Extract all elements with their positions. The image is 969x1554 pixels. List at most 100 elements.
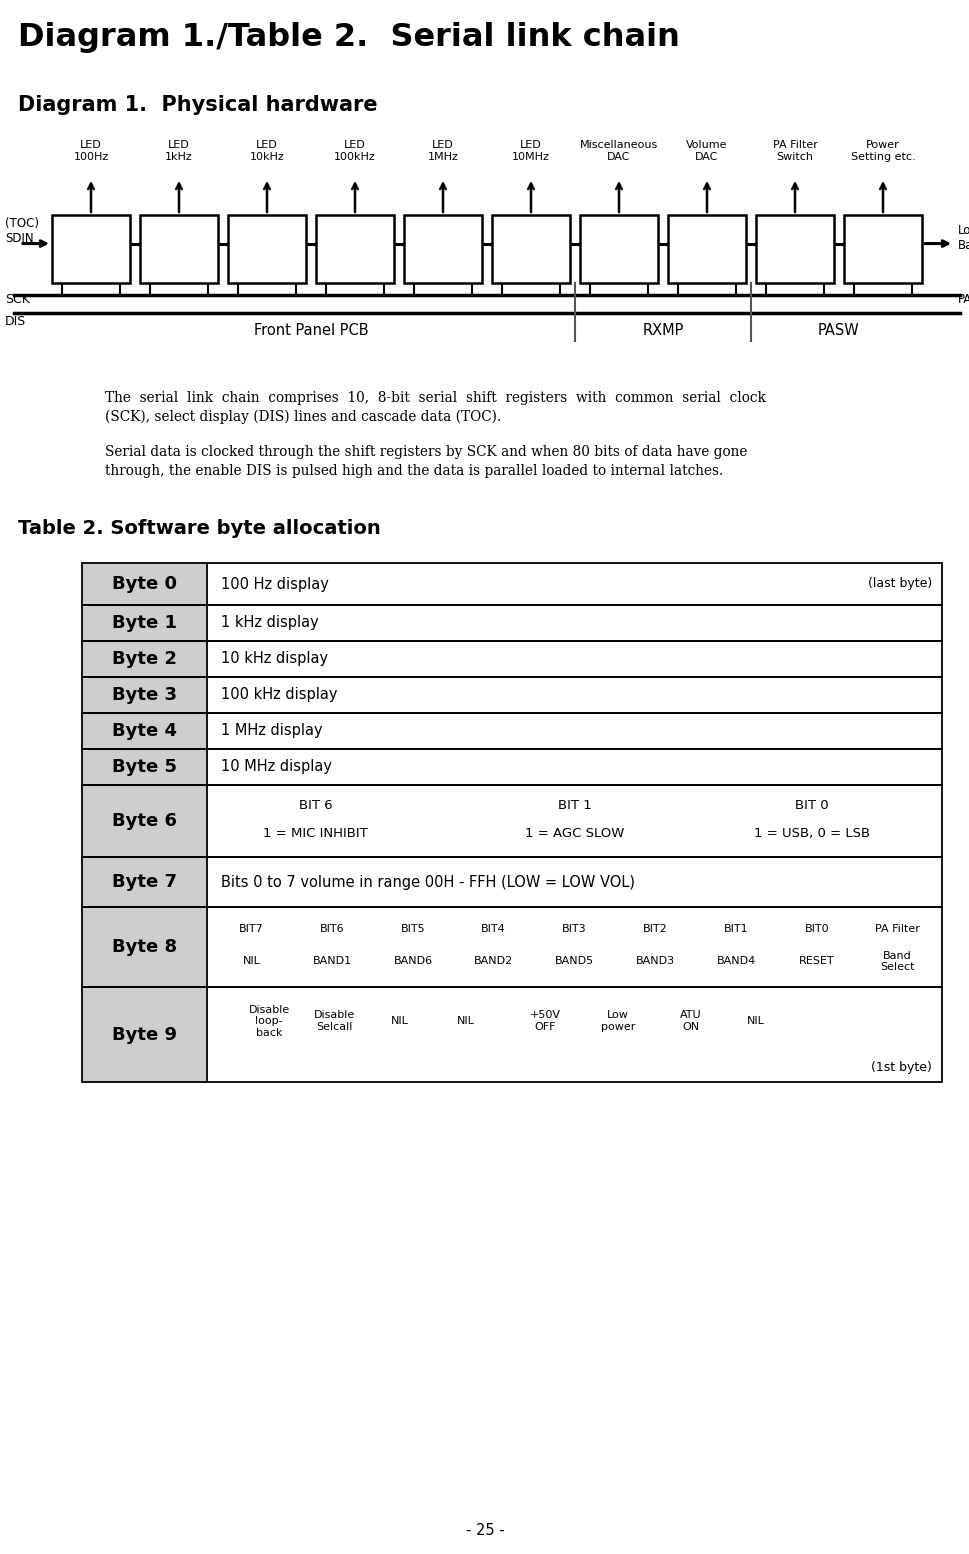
Text: Disable
loop-
back: Disable loop- back — [248, 1004, 290, 1038]
Text: Bits 0 to 7 volume in range 00H - FFH (LOW = LOW VOL): Bits 0 to 7 volume in range 00H - FFH (L… — [221, 875, 635, 889]
Text: The  serial  link  chain  comprises  10,  8-bit  serial  shift  registers  with : The serial link chain comprises 10, 8-bi… — [105, 392, 766, 406]
Text: NIL: NIL — [746, 1016, 765, 1026]
Text: 100 kHz display: 100 kHz display — [221, 687, 337, 702]
Bar — [228, 214, 305, 283]
Text: LED
100Hz: LED 100Hz — [74, 140, 109, 162]
Bar — [52, 214, 130, 283]
Text: 1 kHz display: 1 kHz display — [221, 615, 319, 631]
Bar — [82, 908, 206, 987]
Text: Byte 2: Byte 2 — [111, 650, 176, 668]
Bar — [82, 678, 941, 713]
Bar — [755, 214, 833, 283]
Text: Miscellaneous
DAC: Miscellaneous DAC — [579, 140, 657, 162]
Text: BIT5: BIT5 — [400, 925, 424, 934]
Text: DIS: DIS — [5, 315, 26, 328]
Bar — [403, 214, 482, 283]
Text: Byte 4: Byte 4 — [111, 723, 176, 740]
Text: BIT0: BIT0 — [803, 925, 828, 934]
Text: Byte 1: Byte 1 — [111, 614, 176, 632]
Text: Byte 0: Byte 0 — [111, 575, 176, 594]
Bar — [82, 605, 941, 640]
Text: PA Filter
Switch: PA Filter Switch — [771, 140, 817, 162]
Text: BAND3: BAND3 — [635, 956, 674, 967]
Text: Table 2. Software byte allocation: Table 2. Software byte allocation — [18, 519, 381, 538]
Text: Disable
Selcall: Disable Selcall — [314, 1010, 355, 1032]
Text: (1st byte): (1st byte) — [870, 1061, 931, 1074]
Bar — [579, 214, 657, 283]
Text: NIL: NIL — [456, 1016, 474, 1026]
Bar — [491, 214, 570, 283]
Text: BIT4: BIT4 — [481, 925, 506, 934]
Text: PA Filter: PA Filter — [874, 925, 920, 934]
Text: 1 MHz display: 1 MHz display — [221, 724, 323, 738]
Text: 1 = AGC SLOW: 1 = AGC SLOW — [524, 827, 623, 841]
Text: PASRO: PASRO — [957, 294, 969, 306]
Text: (last byte): (last byte) — [867, 578, 931, 591]
Text: Diagram 1./Table 2.  Serial link chain: Diagram 1./Table 2. Serial link chain — [18, 22, 679, 53]
Text: BIT 0: BIT 0 — [795, 799, 828, 811]
Text: BIT3: BIT3 — [562, 925, 586, 934]
Text: 10 kHz display: 10 kHz display — [221, 651, 328, 667]
Text: Volume
DAC: Volume DAC — [685, 140, 727, 162]
Text: (TOC)
SDIN: (TOC) SDIN — [5, 218, 39, 246]
Text: BIT 6: BIT 6 — [298, 799, 332, 811]
Text: Byte 3: Byte 3 — [111, 685, 176, 704]
Text: Band
Select: Band Select — [880, 951, 914, 973]
Bar — [140, 214, 218, 283]
Bar — [82, 785, 206, 856]
Text: through, the enable DIS is pulsed high and the data is parallel loaded to intern: through, the enable DIS is pulsed high a… — [105, 465, 723, 479]
Bar — [82, 785, 941, 856]
Bar — [82, 987, 941, 1082]
Bar — [668, 214, 745, 283]
Bar — [82, 749, 206, 785]
Text: Loop
Back: Loop Back — [957, 224, 969, 252]
Bar — [82, 856, 206, 908]
Bar — [82, 908, 941, 987]
Text: BAND2: BAND2 — [474, 956, 513, 967]
Text: SCK: SCK — [5, 294, 30, 306]
Text: BAND4: BAND4 — [716, 956, 755, 967]
Text: - 25 -: - 25 - — [465, 1523, 504, 1538]
Text: Serial data is clocked through the shift registers by SCK and when 80 bits of da: Serial data is clocked through the shift… — [105, 444, 746, 458]
Bar — [843, 214, 922, 283]
Text: BIT2: BIT2 — [642, 925, 667, 934]
Text: LED
1kHz: LED 1kHz — [165, 140, 193, 162]
Text: BIT7: BIT7 — [238, 925, 264, 934]
Text: Byte 7: Byte 7 — [111, 873, 176, 890]
Bar — [82, 678, 206, 713]
Text: BAND5: BAND5 — [554, 956, 593, 967]
Text: Power
Setting etc.: Power Setting etc. — [850, 140, 915, 162]
Text: 1 = MIC INHIBIT: 1 = MIC INHIBIT — [263, 827, 367, 841]
Bar — [82, 563, 206, 605]
Text: RESET: RESET — [798, 956, 833, 967]
Text: BIT1: BIT1 — [723, 925, 748, 934]
Text: Byte 9: Byte 9 — [111, 1026, 176, 1043]
Bar — [82, 856, 941, 908]
Bar — [82, 605, 206, 640]
Bar — [82, 563, 941, 605]
Text: BIT 1: BIT 1 — [557, 799, 591, 811]
Text: (SCK), select display (DIS) lines and cascade data (TOC).: (SCK), select display (DIS) lines and ca… — [105, 410, 501, 424]
Text: LED
10kHz: LED 10kHz — [249, 140, 284, 162]
Text: Byte 5: Byte 5 — [111, 758, 176, 775]
Text: 10 MHz display: 10 MHz display — [221, 760, 331, 774]
Bar — [316, 214, 393, 283]
Text: BAND1: BAND1 — [312, 956, 352, 967]
Bar — [82, 713, 941, 749]
Text: LED
100kHz: LED 100kHz — [333, 140, 375, 162]
Text: Front Panel PCB: Front Panel PCB — [254, 323, 368, 339]
Text: Byte 6: Byte 6 — [111, 813, 176, 830]
Text: Low
power: Low power — [601, 1010, 635, 1032]
Text: NIL: NIL — [242, 956, 260, 967]
Text: Diagram 1.  Physical hardware: Diagram 1. Physical hardware — [18, 95, 377, 115]
Text: +50V
OFF: +50V OFF — [529, 1010, 560, 1032]
Text: LED
10MHz: LED 10MHz — [512, 140, 549, 162]
Bar — [82, 713, 206, 749]
Text: LED
1MHz: LED 1MHz — [427, 140, 458, 162]
Text: BIT6: BIT6 — [320, 925, 344, 934]
Text: 1 = USB, 0 = LSB: 1 = USB, 0 = LSB — [753, 827, 869, 841]
Text: Byte 8: Byte 8 — [111, 939, 177, 956]
Text: RXMP: RXMP — [641, 323, 683, 339]
Text: NIL: NIL — [391, 1016, 409, 1026]
Text: 100 Hz display: 100 Hz display — [221, 577, 328, 592]
